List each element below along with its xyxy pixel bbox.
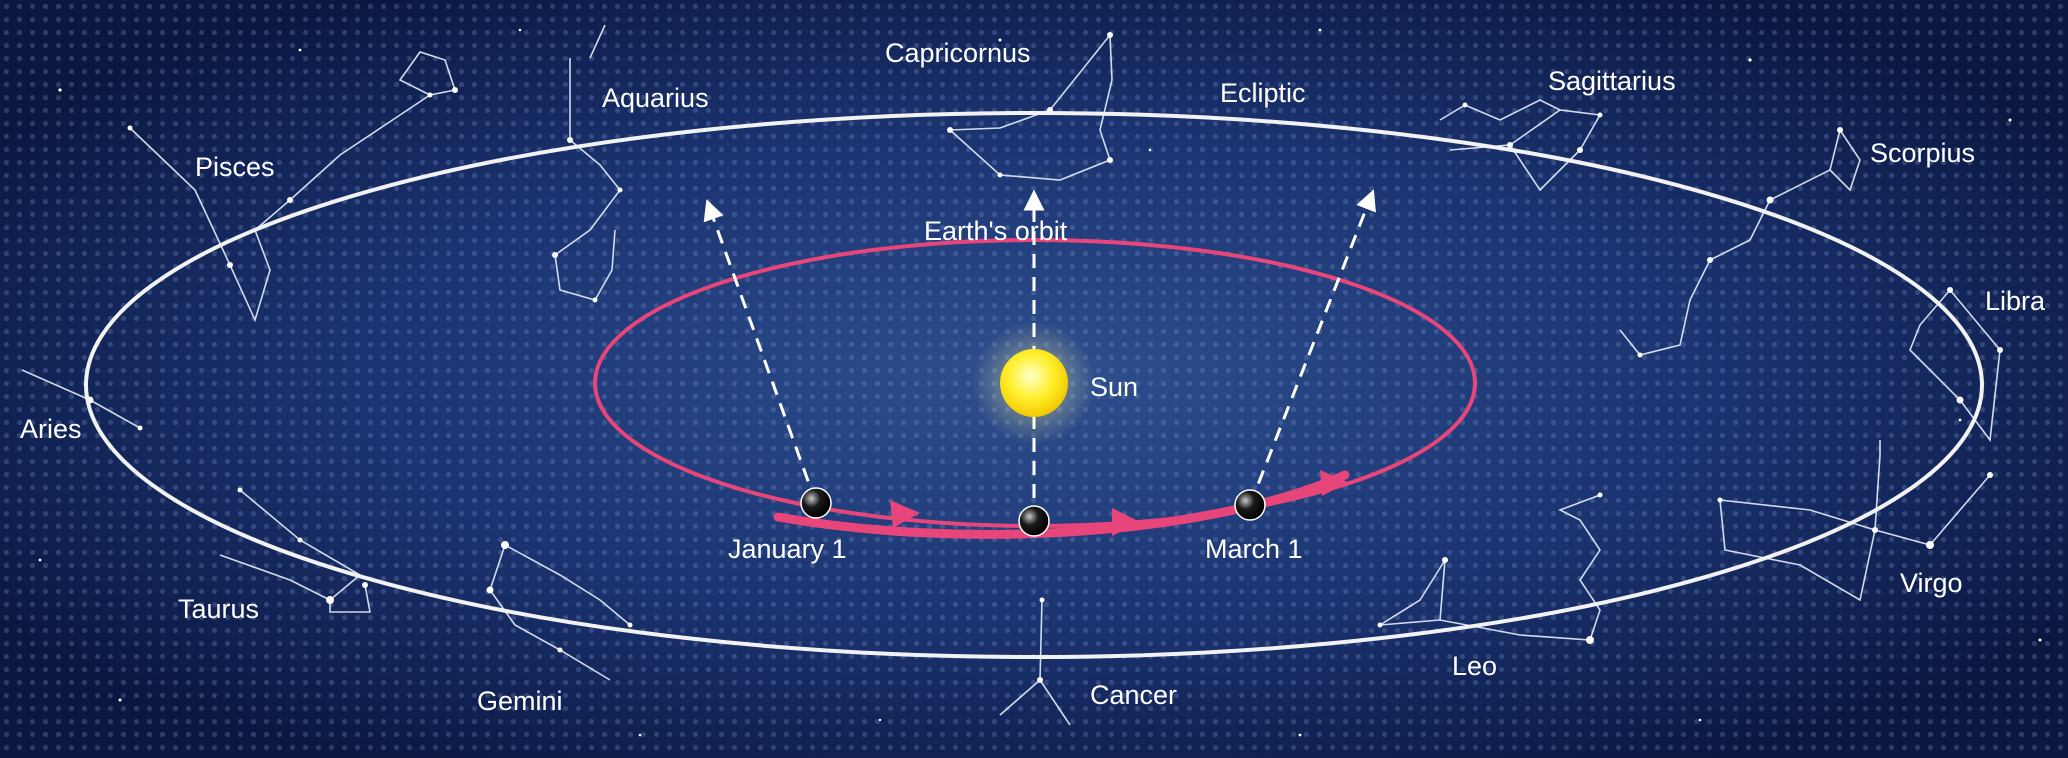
scorpius-lines-2 xyxy=(1829,129,1861,192)
aquarius-lines-2 xyxy=(589,24,606,59)
capricornus-lines xyxy=(949,32,1113,181)
pisces-lines xyxy=(129,114,401,323)
earth-january-icon xyxy=(800,487,832,519)
constellation-label-gemini: Gemini xyxy=(477,686,563,716)
constellation-label-pisces: Pisces xyxy=(195,152,275,182)
constellation-label-cancer: Cancer xyxy=(1090,680,1177,710)
background-stars xyxy=(38,28,2042,737)
sun-icon xyxy=(1000,349,1068,417)
constellation-stars xyxy=(86,32,2003,683)
constellation-label-libra: Libra xyxy=(1985,286,2046,316)
constellation-label-capricornus: Capricornus xyxy=(885,38,1031,68)
march-label: March 1 xyxy=(1205,534,1303,564)
orbit-arrowheads xyxy=(890,470,1348,536)
gemini-lines xyxy=(489,544,611,681)
constellation-label-sagittarius: Sagittarius xyxy=(1548,66,1676,96)
constellation-label-leo: Leo xyxy=(1452,651,1497,681)
aquarius-lines xyxy=(554,58,622,301)
earths-orbit-label: Earth's orbit xyxy=(924,216,1068,246)
earth-march-icon xyxy=(1234,489,1266,521)
constellation-label-virgo: Virgo xyxy=(1900,568,1963,598)
virgo-lines-2 xyxy=(1719,499,1876,602)
earth-february-icon xyxy=(1018,505,1050,537)
constellation-label-aries: Aries xyxy=(20,414,82,444)
taurus-lines-2 xyxy=(219,554,331,601)
sagittarius-lines-2 xyxy=(1439,99,1561,121)
earth-orbit-front-arc xyxy=(773,470,1350,539)
ecliptic-label: Ecliptic xyxy=(1220,78,1306,108)
cancer-lines-2 xyxy=(1039,679,1071,726)
leo-lines xyxy=(1379,494,1601,641)
constellation-label-aquarius: Aquarius xyxy=(602,83,709,113)
leo-lines-2 xyxy=(1379,559,1446,626)
january-label: January 1 xyxy=(728,534,847,564)
virgo-lines-3 xyxy=(1874,440,1881,531)
sight-lines xyxy=(703,189,1376,521)
gemini-lines-2 xyxy=(504,544,631,626)
constellation-label-scorpius: Scorpius xyxy=(1870,138,1975,168)
constellation-label-taurus: Taurus xyxy=(178,594,259,624)
ecliptic-ellipse xyxy=(84,111,1984,659)
sun-label: Sun xyxy=(1090,372,1138,402)
